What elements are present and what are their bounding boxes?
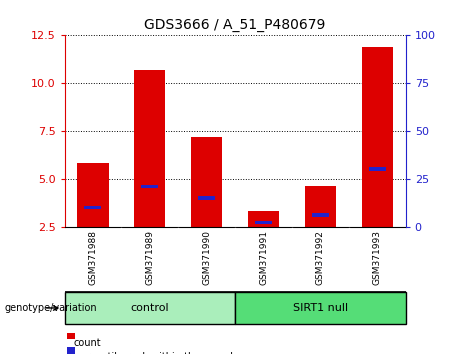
Bar <box>248 211 279 227</box>
Bar <box>305 187 336 227</box>
Text: GSM371989: GSM371989 <box>145 230 154 285</box>
Text: percentile rank within the sample: percentile rank within the sample <box>74 352 239 354</box>
Text: count: count <box>74 338 101 348</box>
Bar <box>191 137 222 227</box>
Bar <box>67 347 75 354</box>
Bar <box>67 333 75 339</box>
Bar <box>84 206 101 209</box>
Bar <box>65 292 235 324</box>
Text: control: control <box>130 303 169 313</box>
Text: SIRT1 null: SIRT1 null <box>293 303 348 313</box>
Text: GSM371992: GSM371992 <box>316 230 325 285</box>
Text: GSM371993: GSM371993 <box>373 230 382 285</box>
Title: GDS3666 / A_51_P480679: GDS3666 / A_51_P480679 <box>144 18 326 32</box>
Text: GSM371990: GSM371990 <box>202 230 211 285</box>
Bar <box>361 47 393 227</box>
Text: genotype/variation: genotype/variation <box>5 303 97 313</box>
Bar <box>142 185 159 188</box>
Bar <box>369 167 386 171</box>
Bar <box>198 196 215 200</box>
Bar <box>134 70 165 227</box>
Bar <box>235 292 406 324</box>
Bar <box>255 221 272 224</box>
Text: GSM371991: GSM371991 <box>259 230 268 285</box>
Bar <box>312 213 329 217</box>
Bar <box>77 164 109 227</box>
Text: GSM371988: GSM371988 <box>89 230 97 285</box>
